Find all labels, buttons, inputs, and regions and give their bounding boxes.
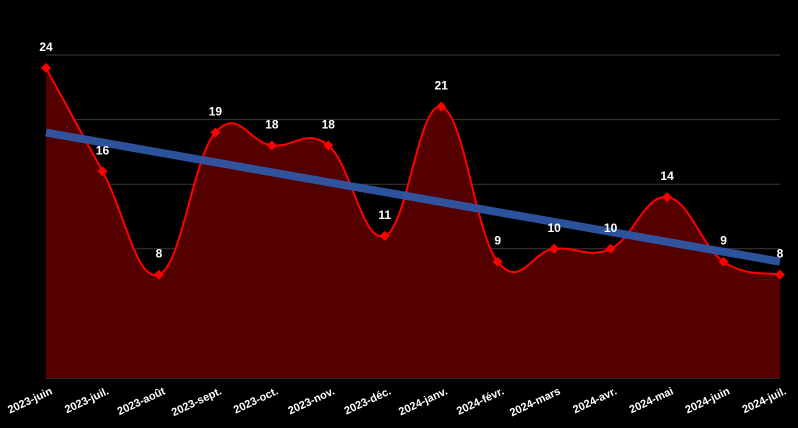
data-label: 21 bbox=[435, 79, 449, 93]
data-label: 16 bbox=[96, 143, 110, 157]
data-label: 24 bbox=[39, 40, 53, 54]
x-tick-label: 2023-août bbox=[116, 385, 168, 418]
x-tick-label: 2024-mars bbox=[508, 385, 562, 419]
data-point-marker bbox=[775, 269, 785, 280]
x-tick-label: 2024-juil. bbox=[741, 385, 789, 416]
data-point-marker bbox=[436, 101, 447, 112]
data-point-marker bbox=[41, 62, 51, 73]
x-tick-label: 2023-juin bbox=[6, 385, 55, 416]
data-label: 9 bbox=[720, 234, 727, 248]
data-point-marker bbox=[379, 230, 390, 241]
x-tick-label: 2024-mai bbox=[628, 385, 676, 416]
data-point-marker bbox=[549, 243, 560, 254]
data-label: 10 bbox=[547, 221, 561, 235]
data-label: 9 bbox=[494, 234, 501, 248]
x-tick-label: 2023-juil. bbox=[63, 385, 111, 416]
data-label: 11 bbox=[378, 208, 391, 222]
data-point-marker bbox=[662, 192, 673, 203]
x-axis-tick-labels: 2023-juin 2023-juil. 2023-août 2023-sept. 20… bbox=[6, 385, 788, 419]
data-point-marker bbox=[210, 127, 221, 138]
data-label: 8 bbox=[156, 247, 163, 261]
series-area bbox=[46, 67, 780, 379]
data-markers bbox=[41, 62, 785, 280]
data-label: 10 bbox=[604, 221, 618, 235]
x-tick-label: 2024-févr. bbox=[455, 385, 506, 417]
data-point-marker bbox=[718, 256, 729, 267]
data-point-marker bbox=[605, 243, 616, 254]
data-point-marker bbox=[323, 140, 334, 151]
x-tick-label: 2023-nov. bbox=[286, 385, 336, 417]
data-label: 19 bbox=[209, 105, 223, 119]
data-label: 8 bbox=[777, 247, 784, 261]
trend-line bbox=[45, 128, 781, 266]
data-label: 18 bbox=[265, 117, 279, 131]
data-point-marker bbox=[492, 256, 503, 267]
x-tick-label: 2024-janv. bbox=[397, 385, 450, 418]
x-tick-label: 2023-déc. bbox=[343, 385, 394, 417]
data-label: 18 bbox=[322, 117, 336, 131]
x-tick-label: 2023-oct. bbox=[232, 385, 280, 416]
data-labels: 24 16 8 19 18 18 11 21 9 10 10 14 9 8 bbox=[39, 40, 783, 261]
data-label: 14 bbox=[660, 169, 674, 183]
data-point-marker bbox=[153, 269, 164, 280]
x-tick-label: 2024-avr. bbox=[571, 385, 619, 416]
data-point-marker bbox=[97, 166, 108, 177]
data-point-marker bbox=[266, 140, 277, 151]
x-tick-label: 2023-sept. bbox=[170, 385, 224, 419]
x-tick-label: 2024-juin bbox=[684, 385, 733, 416]
